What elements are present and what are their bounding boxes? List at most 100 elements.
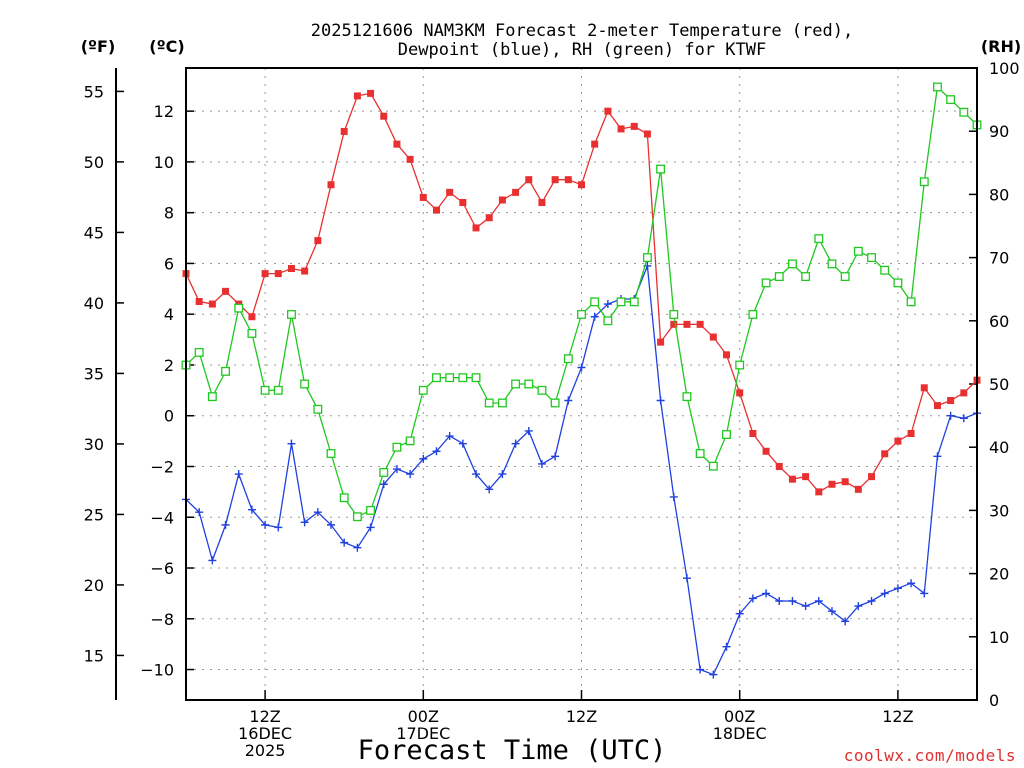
rh-tick-label: 10 xyxy=(989,628,1009,647)
celsius-unit-label: (ºC) xyxy=(149,37,184,56)
rh-point xyxy=(432,373,441,383)
rh-tick-label: 50 xyxy=(989,375,1009,394)
time-tick-label: 17DEC xyxy=(396,724,450,743)
rh-unit-label: (RH) xyxy=(981,37,1021,56)
dewpoint-point xyxy=(419,454,428,463)
rh-point xyxy=(247,328,257,338)
rh-point xyxy=(471,373,481,383)
temperature-point xyxy=(446,188,454,196)
dewpoint-point xyxy=(524,426,533,435)
temperature-point xyxy=(657,338,665,346)
celsius-tick-label: 12 xyxy=(154,102,174,121)
temperature-point xyxy=(696,320,704,328)
rh-point xyxy=(352,512,362,522)
rh-point xyxy=(550,398,560,408)
rh-point xyxy=(577,310,586,319)
dewpoint-point xyxy=(221,520,230,529)
fahrenheit-tick-label: 15 xyxy=(84,646,104,665)
rh-point xyxy=(537,385,547,395)
rh-point xyxy=(234,303,244,313)
rh-point xyxy=(682,392,692,402)
celsius-tick-label: 6 xyxy=(164,254,174,273)
dewpoint-point xyxy=(735,609,744,618)
dewpoint-point xyxy=(234,470,243,479)
rh-point xyxy=(207,392,217,402)
dewpoint-point xyxy=(827,607,836,616)
temperature-point xyxy=(393,140,401,148)
grid-lines xyxy=(186,68,977,700)
dewpoint-point xyxy=(406,470,415,479)
dewpoint-point xyxy=(564,396,573,405)
fahrenheit-unit-label: (ºF) xyxy=(81,37,116,56)
rh-point xyxy=(669,310,679,319)
rh-point xyxy=(511,379,521,389)
rh-point xyxy=(840,272,850,282)
rh-point xyxy=(287,310,296,319)
rh-tick-label: 20 xyxy=(989,565,1009,584)
fahrenheit-tick-label: 40 xyxy=(84,294,104,313)
temperature-point xyxy=(472,224,480,232)
dewpoint-point xyxy=(458,439,467,448)
rh-point xyxy=(761,278,771,288)
temperature-point xyxy=(828,480,836,488)
time-tick-label: 2025 xyxy=(245,741,286,760)
rh-point xyxy=(893,278,903,288)
temperature-point xyxy=(327,181,335,189)
fahrenheit-tick-label: 45 xyxy=(84,223,104,242)
fahrenheit-tick-label: 35 xyxy=(84,364,104,383)
rh-tick-label: 90 xyxy=(989,122,1009,141)
temperature-point xyxy=(432,206,440,214)
rh-point xyxy=(708,461,718,471)
dewpoint-point xyxy=(603,300,612,309)
fahrenheit-tick-label: 30 xyxy=(84,435,104,454)
rh-point xyxy=(379,468,389,477)
rh-point xyxy=(827,259,837,269)
rh-point xyxy=(695,449,705,458)
rh-point xyxy=(458,373,468,383)
temperature-point xyxy=(591,140,599,148)
temperature-point xyxy=(868,473,876,481)
rh-point xyxy=(563,354,573,364)
dewpoint-point xyxy=(762,589,771,598)
temperature-point xyxy=(683,320,691,328)
temperature-point xyxy=(894,437,902,445)
temperature-point xyxy=(749,429,757,437)
dewpoint-point xyxy=(392,465,401,474)
chart-title-line1: 2025121606 NAM3KM Forecast 2-meter Tempe… xyxy=(311,21,853,41)
dewpoint-point xyxy=(445,432,454,441)
rh-tick-label: 80 xyxy=(989,185,1009,204)
fahrenheit-tick-label: 25 xyxy=(84,505,104,524)
temperature-point xyxy=(723,351,731,359)
temperature-point xyxy=(551,176,559,184)
rh-point xyxy=(603,316,613,326)
temperature-point xyxy=(920,384,928,392)
rh-tick-label: 60 xyxy=(989,312,1009,331)
temperature-point xyxy=(643,130,651,138)
dewpoint-point xyxy=(920,589,929,598)
rh-point xyxy=(445,373,455,383)
rh-point xyxy=(313,404,323,414)
temperature-point xyxy=(670,320,678,328)
temperature-point xyxy=(933,402,941,410)
time-tick-label: 12Z xyxy=(882,707,913,726)
dewpoint-point xyxy=(353,543,362,552)
time-tick-label: 16DEC xyxy=(238,724,292,743)
dewpoint-point xyxy=(498,470,507,479)
rh-point xyxy=(906,297,916,307)
rh-point xyxy=(642,253,652,263)
celsius-tick-label: −2 xyxy=(150,457,174,476)
rh-point xyxy=(273,385,283,395)
dewpoint-point xyxy=(814,597,823,606)
temperature-point xyxy=(604,107,612,115)
rh-point xyxy=(735,360,745,370)
temperature-point xyxy=(538,199,546,207)
rh-point xyxy=(801,272,811,282)
temperature-point xyxy=(301,267,309,275)
temperature-point xyxy=(406,155,414,163)
rh-point xyxy=(497,398,507,408)
temperature-point xyxy=(498,196,506,204)
time-tick-label: 18DEC xyxy=(713,724,767,743)
temperature-point xyxy=(287,265,295,273)
rh-point xyxy=(194,347,204,357)
dewpoint-point xyxy=(775,597,784,606)
